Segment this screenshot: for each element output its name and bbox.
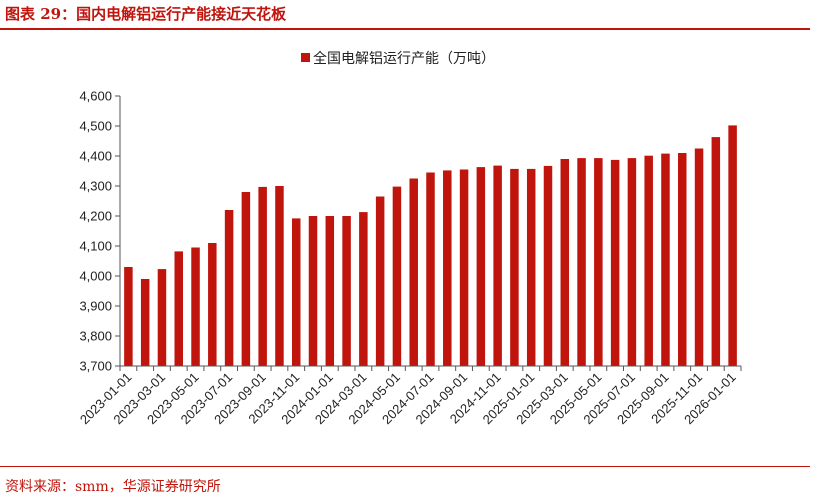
bar (342, 216, 351, 366)
bar (560, 159, 570, 366)
bar (476, 167, 486, 366)
title-divider (0, 28, 810, 30)
y-tick-label: 4,100 (79, 239, 112, 254)
bar (728, 125, 737, 367)
bar (157, 269, 167, 366)
bar (644, 155, 653, 366)
y-tick-label: 3,800 (79, 329, 112, 344)
bar (711, 137, 721, 366)
bar (627, 158, 637, 366)
bar (459, 169, 469, 366)
bar-chart: 全国电解铝运行产能（万吨） 3,700 3,800 3,900 4,000 4,100 4… (77, 50, 742, 427)
bar (208, 243, 217, 366)
footer-divider (0, 466, 810, 467)
y-tick-label: 4,400 (79, 149, 112, 164)
bar (694, 148, 704, 366)
y-tick-label: 3,900 (79, 299, 112, 314)
source-note: 资料来源：smm，华源证券研究所 (5, 479, 221, 495)
y-tick-label: 3,700 (79, 359, 112, 374)
y-axis: 3,700 3,800 3,900 4,000 4,100 4,200 4,300 4,400… (79, 89, 121, 374)
bar (661, 153, 670, 366)
bar (443, 170, 452, 366)
y-tick-label: 4,000 (79, 269, 112, 284)
bar (275, 186, 284, 366)
bar (678, 153, 687, 366)
bar (577, 158, 586, 366)
x-axis: 2023-01-012023-03-012023-05-012023-07-01… (77, 365, 742, 427)
bars (124, 125, 737, 367)
bar (426, 172, 435, 366)
bar (526, 168, 536, 366)
figure-title: 图表 29：国内电解铝运行产能接近天花板 (5, 5, 287, 23)
bar (409, 178, 418, 366)
bar (610, 159, 620, 366)
bar (224, 210, 234, 366)
bar (510, 168, 519, 366)
bar (191, 247, 200, 366)
bar (359, 212, 368, 366)
bar (241, 192, 251, 366)
bar (291, 218, 301, 366)
y-tick-label: 4,200 (79, 209, 112, 224)
y-tick-label: 4,500 (79, 119, 112, 134)
bar (325, 216, 335, 366)
bar (258, 186, 267, 366)
bar (124, 267, 133, 366)
bar (375, 196, 385, 366)
chart-legend: 全国电解铝运行产能（万吨） (301, 50, 495, 67)
bar (174, 251, 183, 366)
bar (392, 186, 402, 366)
y-tick-label: 4,600 (79, 89, 112, 104)
bar (594, 158, 603, 366)
legend-label: 全国电解铝运行产能（万吨） (313, 50, 495, 67)
y-tick-label: 4,300 (79, 179, 112, 194)
bar (493, 165, 502, 366)
bar (140, 279, 150, 366)
legend-swatch (301, 53, 310, 62)
bar (308, 216, 318, 366)
bar (543, 165, 553, 366)
